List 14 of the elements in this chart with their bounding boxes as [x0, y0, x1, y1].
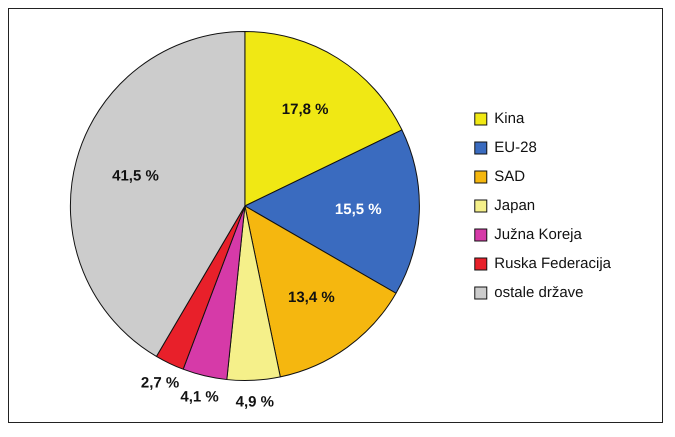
- legend-label: SAD: [494, 168, 526, 186]
- legend-label: ostale države: [494, 284, 584, 302]
- data-label: 4,1 %: [180, 388, 219, 406]
- legend-label: Južna Koreja: [494, 226, 582, 244]
- legend-label: Kina: [494, 110, 525, 128]
- legend-label: EU-28: [494, 139, 537, 156]
- data-label: 17,8 %: [282, 101, 328, 118]
- data-label: 4,9 %: [236, 393, 274, 410]
- data-label: 15,5 %: [334, 201, 382, 218]
- legend-label: Japan: [494, 197, 536, 214]
- data-label: 13,4 %: [288, 289, 335, 306]
- legend-label: Ruska Federacija: [494, 255, 612, 272]
- data-label: 41,5 %: [112, 167, 159, 184]
- data-label: 2,7 %: [140, 374, 180, 392]
